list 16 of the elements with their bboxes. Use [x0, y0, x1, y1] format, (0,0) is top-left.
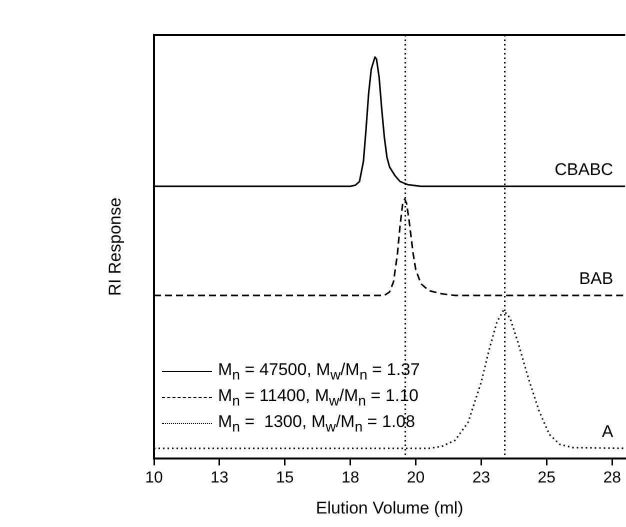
- legend-label: M$_{n}$ = 47500, M$_{w}$/M$_{n}$ = 1.37: [218, 360, 420, 384]
- x-axis-title: Elution Volume (ml): [316, 498, 464, 518]
- x-tick-label: 10: [145, 469, 163, 486]
- x-tick-label: 23: [472, 469, 490, 486]
- legend-label: M$_{n}$ = 1300, M$_{w}$/M$_{n}$ = 1.08: [218, 412, 416, 436]
- annotation: BAB: [579, 269, 614, 288]
- legend-label: M$_{n}$ = 11400, M$_{w}$/M$_{n}$ = 1.10: [218, 386, 419, 410]
- y-axis-title: RI Response: [106, 198, 125, 296]
- annotation: A: [602, 422, 614, 442]
- x-tick-label: 13: [210, 469, 228, 486]
- x-tick-label: 20: [406, 469, 425, 486]
- x-tick-label: 28: [603, 469, 622, 486]
- x-tick-label: 18: [341, 469, 360, 486]
- annotation: CBABC: [554, 160, 614, 179]
- x-tick-label: 25: [538, 469, 556, 486]
- x-tick-label: 15: [276, 469, 294, 486]
